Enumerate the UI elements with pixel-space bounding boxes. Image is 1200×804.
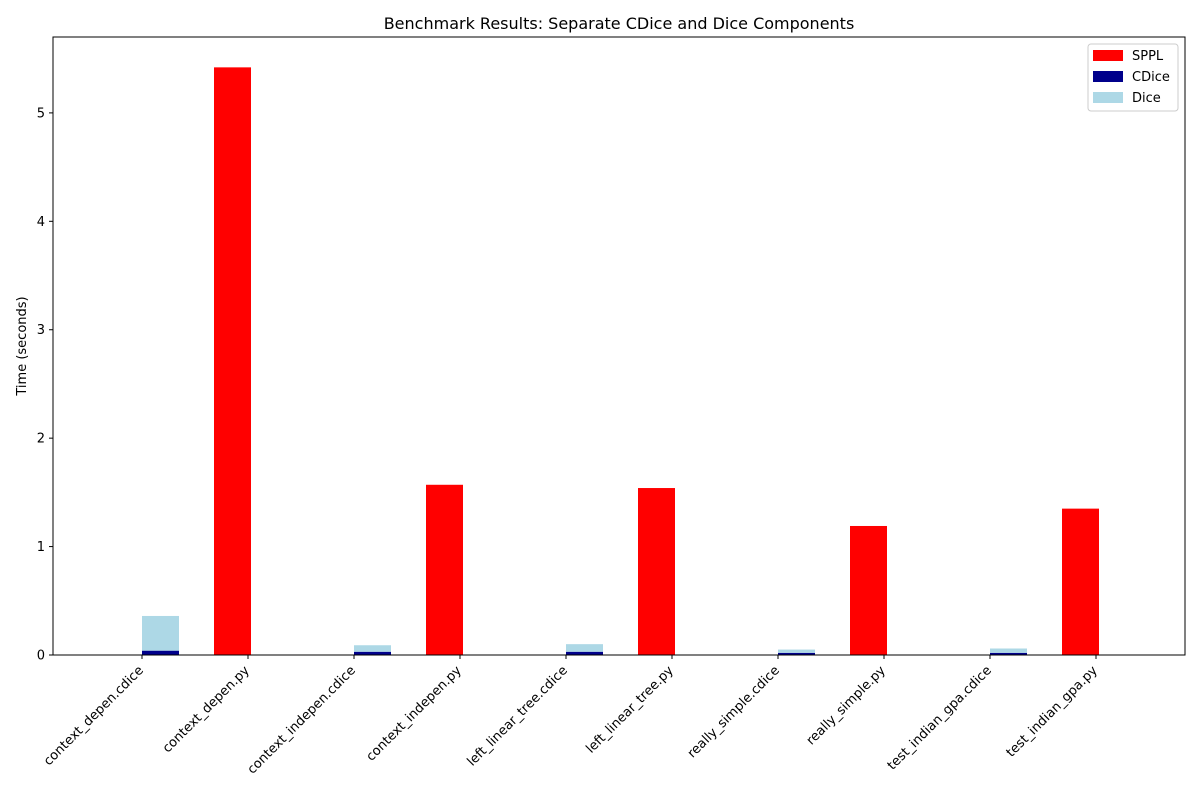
bar-sppl-1 (214, 67, 251, 655)
y-tick-label: 2 (37, 432, 45, 447)
bar-sppl-3 (426, 484, 463, 655)
bar-dice-8 (990, 648, 1027, 653)
x-tick-label: test_indian_gpa.py (1004, 663, 1101, 760)
legend-label-cdice: CDice (1132, 70, 1170, 85)
bar-dice-4 (566, 644, 603, 652)
bar-sppl-7 (850, 525, 887, 655)
bar-dice-2 (354, 645, 391, 652)
bar-cdice-2 (354, 651, 391, 655)
y-tick-label: 3 (37, 323, 45, 338)
bar-sppl-9 (1062, 508, 1099, 655)
x-tick-label: left_linear_tree.cdice (465, 663, 571, 769)
y-tick-label: 5 (37, 106, 45, 121)
plot-frame (52, 36, 1186, 656)
bar-cdice-0 (142, 650, 179, 655)
x-tick-label: really_simple.py (804, 663, 889, 748)
bar-cdice-6 (778, 652, 815, 655)
x-tick-label: context_indepen.cdice (245, 663, 359, 777)
x-tick-label: context_indepen.py (364, 663, 465, 764)
y-axis-label: Time (seconds) (15, 296, 30, 396)
legend: SPPL CDice Dice (1087, 43, 1179, 112)
x-tick-label: really_simple.cdice (685, 663, 783, 761)
x-tick-label: test_indian_gpa.cdice (885, 663, 995, 773)
legend-swatch-cdice (1093, 71, 1123, 82)
chart-title: Benchmark Results: Separate CDice and Di… (384, 14, 855, 33)
bar-cdice-8 (990, 652, 1027, 655)
legend-swatch-dice (1093, 92, 1123, 103)
bar-dice-0 (142, 615, 179, 651)
y-tick-label: 1 (37, 540, 45, 555)
legend-swatch-sppl (1093, 50, 1123, 61)
bars-layer (142, 67, 1099, 655)
y-tick-label: 0 (37, 649, 45, 664)
legend-label-dice: Dice (1132, 91, 1161, 106)
bar-dice-6 (778, 649, 815, 653)
legend-label-sppl: SPPL (1132, 49, 1164, 64)
y-ticks-layer: 0 1 2 3 4 5 (37, 106, 53, 664)
x-ticks-layer: context_depen.cdice context_depen.pyconte… (41, 655, 1101, 777)
bar-sppl-5 (638, 488, 675, 655)
x-tick-label: context_depen.py (160, 663, 253, 756)
x-tick-label: left_linear_tree.py (583, 663, 677, 757)
y-tick-label: 4 (37, 215, 45, 230)
x-tick-label: context_depen.cdice (41, 663, 147, 769)
bar-cdice-4 (566, 651, 603, 655)
